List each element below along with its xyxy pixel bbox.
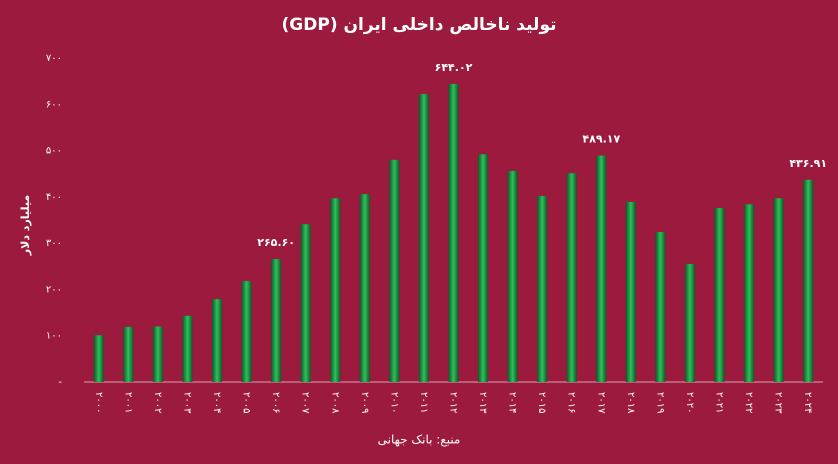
y-tick-label: ۲۰۰ bbox=[46, 284, 62, 295]
x-tick-label: ۲۰۱۵ bbox=[536, 392, 547, 413]
bar bbox=[507, 170, 518, 382]
bar bbox=[803, 179, 814, 382]
value-label: ۶۴۴.۰۲ bbox=[435, 61, 473, 74]
x-tick-label: ۲۰۰۳ bbox=[181, 392, 192, 414]
bar bbox=[241, 281, 252, 382]
bar bbox=[625, 201, 636, 382]
bar bbox=[152, 326, 163, 382]
chart-title: تولید ناخالص داخلی ایران (GDP) bbox=[282, 15, 557, 35]
x-tick-label: ۲۰۰۶ bbox=[270, 392, 281, 413]
y-tick-label: ۶۰۰ bbox=[46, 99, 62, 110]
y-axis-label: میلیارد دلار bbox=[19, 195, 32, 256]
bar bbox=[655, 232, 666, 382]
bar bbox=[359, 194, 370, 382]
x-tick-label: ۲۰۰۲ bbox=[152, 392, 163, 413]
x-tick-label: ۲۰۲۲ bbox=[743, 392, 754, 413]
y-tick-label: ۱۰۰ bbox=[46, 331, 62, 342]
x-tick-label: ۲۰۲۴ bbox=[802, 392, 813, 413]
bar bbox=[182, 315, 193, 382]
bar bbox=[566, 173, 577, 382]
x-tick-label: ۲۰۲۰ bbox=[684, 392, 695, 413]
x-tick-label: ۲۰۱۷ bbox=[595, 392, 606, 414]
x-tick-label: ۲۰۰۴ bbox=[211, 392, 222, 413]
bar bbox=[271, 259, 282, 382]
bar bbox=[123, 326, 134, 382]
bar bbox=[389, 159, 400, 382]
bar bbox=[300, 224, 311, 382]
x-tick-label: ۲۰۲۱ bbox=[714, 392, 725, 413]
x-tick-label: ۲۰۱۲ bbox=[448, 392, 459, 413]
x-tick-label: ۲۰۱۶ bbox=[566, 392, 577, 413]
value-label: ۲۶۵.۶۰ bbox=[257, 236, 295, 249]
y-tick-label: ۷۰۰ bbox=[46, 53, 62, 64]
bar bbox=[773, 198, 784, 382]
x-tick-label: ۲۰۱۹ bbox=[654, 392, 665, 413]
bar bbox=[212, 299, 223, 382]
x-tick-label: ۲۰۱۸ bbox=[625, 392, 636, 414]
value-label: ۴۳۶.۹۱ bbox=[789, 157, 827, 170]
value-label: ۴۸۹.۱۷ bbox=[582, 133, 620, 146]
x-tick-label: ۲۰۰۹ bbox=[359, 392, 370, 413]
x-tick-label: ۲۰۱۴ bbox=[507, 392, 518, 413]
x-tick-label: ۲۰۰۸ bbox=[329, 392, 340, 414]
y-tick-label: - bbox=[58, 377, 62, 388]
bar bbox=[93, 335, 104, 382]
bar bbox=[330, 198, 341, 382]
x-tick-label: ۲۰۲۳ bbox=[773, 392, 784, 414]
x-tick-label: ۲۰۱۳ bbox=[477, 392, 488, 414]
bar bbox=[596, 155, 607, 382]
source: منبع: بانک جهانی bbox=[378, 433, 461, 447]
y-tick-label: ۵۰۰ bbox=[46, 146, 62, 157]
x-tick-label: ۲۰۰۰ bbox=[93, 392, 104, 413]
y-tick-label: ۴۰۰ bbox=[46, 192, 62, 203]
y-tick-label: ۳۰۰ bbox=[46, 238, 62, 249]
bar bbox=[537, 195, 548, 382]
bar bbox=[684, 263, 695, 382]
x-tick-label: ۲۰۰۱ bbox=[122, 392, 133, 413]
x-tick-label: ۲۰۱۰ bbox=[388, 392, 399, 413]
bar bbox=[448, 83, 459, 383]
x-tick-label: ۲۰۱۱ bbox=[418, 392, 429, 413]
bar bbox=[744, 204, 755, 382]
bar bbox=[418, 94, 429, 383]
x-tick-label: ۲۰۰۵ bbox=[241, 392, 252, 413]
x-tick-label: ۲۰۰۷ bbox=[300, 392, 311, 414]
bar bbox=[478, 154, 489, 382]
bar bbox=[714, 207, 725, 382]
